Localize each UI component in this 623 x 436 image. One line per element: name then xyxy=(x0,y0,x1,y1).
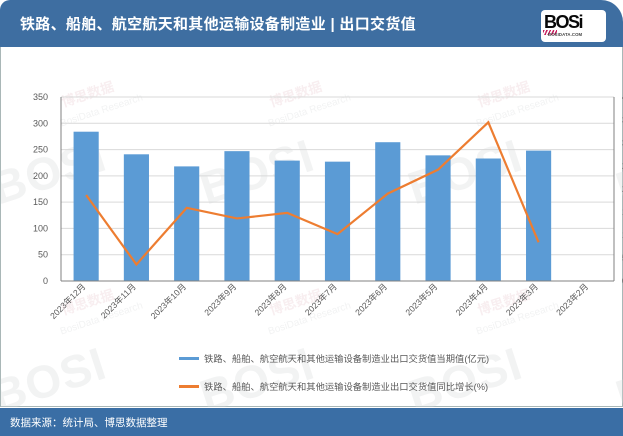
svg-text:100: 100 xyxy=(33,223,48,233)
svg-text:250: 250 xyxy=(33,145,48,155)
svg-text:150: 150 xyxy=(33,197,48,207)
svg-text:50: 50 xyxy=(38,250,48,260)
svg-text:350: 350 xyxy=(33,92,48,102)
svg-text:200: 200 xyxy=(33,171,48,181)
svg-text:0: 0 xyxy=(43,276,48,286)
svg-text:300: 300 xyxy=(33,118,48,128)
